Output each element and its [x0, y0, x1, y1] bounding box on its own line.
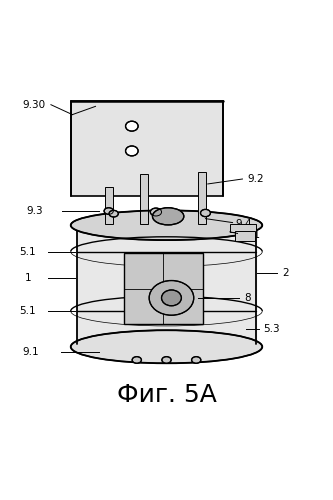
Ellipse shape — [200, 210, 210, 216]
Ellipse shape — [132, 356, 142, 364]
Polygon shape — [77, 225, 256, 344]
Ellipse shape — [153, 208, 184, 225]
Text: 5.1: 5.1 — [20, 306, 36, 316]
Text: 9.4: 9.4 — [236, 218, 252, 228]
Text: 5.3: 5.3 — [263, 324, 280, 334]
Ellipse shape — [191, 356, 201, 364]
Ellipse shape — [126, 121, 138, 131]
Text: 9.2: 9.2 — [247, 174, 264, 184]
Ellipse shape — [71, 210, 262, 240]
Text: 5.1: 5.1 — [20, 246, 36, 256]
Ellipse shape — [126, 146, 138, 156]
Ellipse shape — [150, 208, 162, 216]
Bar — [235, 231, 255, 241]
Bar — [106, 188, 113, 224]
Text: 10.1: 10.1 — [237, 230, 261, 240]
Bar — [71, 102, 223, 196]
Text: Фиг. 5А: Фиг. 5А — [117, 384, 216, 407]
Bar — [198, 172, 206, 224]
Text: 2: 2 — [282, 268, 289, 278]
Text: 9.30: 9.30 — [23, 100, 46, 110]
Bar — [140, 174, 148, 224]
Ellipse shape — [71, 330, 262, 364]
Ellipse shape — [104, 208, 113, 214]
Text: 9.1: 9.1 — [23, 348, 40, 358]
Bar — [124, 254, 203, 324]
Ellipse shape — [149, 280, 194, 315]
Ellipse shape — [162, 290, 181, 306]
Ellipse shape — [109, 210, 118, 217]
Ellipse shape — [162, 356, 171, 364]
Text: 1: 1 — [25, 273, 31, 283]
Text: 9.3: 9.3 — [26, 206, 43, 216]
Text: 8: 8 — [244, 293, 251, 303]
Bar — [230, 224, 256, 232]
